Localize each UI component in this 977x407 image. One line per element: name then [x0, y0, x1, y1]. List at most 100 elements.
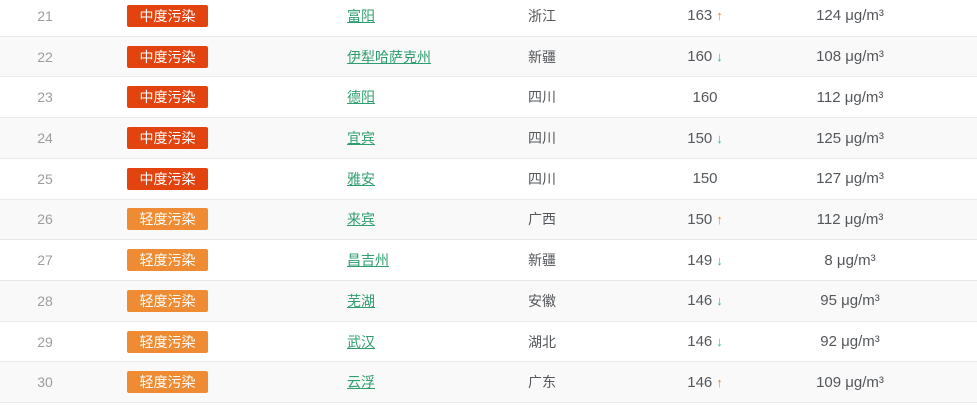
city-link[interactable]: 云浮 — [347, 374, 375, 391]
city-cell: 宜宾 — [245, 128, 470, 148]
province-value: 广东 — [528, 374, 556, 391]
pollution-level-cell: 中度污染 — [90, 45, 245, 68]
city-link[interactable]: 富阳 — [347, 7, 375, 24]
aqi-value: 160 — [692, 88, 718, 106]
pollution-level-cell: 轻度污染 — [90, 371, 245, 394]
city-cell: 德阳 — [245, 87, 470, 107]
pollution-level-badge: 中度污染 — [127, 4, 208, 27]
rank-value: 30 — [37, 374, 53, 391]
concentration-value: 109 μg/m³ — [816, 373, 884, 391]
city-cell: 芜湖 — [245, 291, 470, 311]
trend-down-icon: ↓ — [716, 252, 723, 268]
province-value: 安徽 — [528, 292, 556, 309]
aqi-cell: 149 ↓ — [640, 252, 770, 269]
province-value: 新疆 — [528, 252, 556, 269]
pollution-level-badge: 中度污染 — [127, 167, 208, 190]
concentration-value: 124 μg/m³ — [816, 7, 884, 25]
aqi-cell: 146 ↓ — [640, 333, 770, 350]
pollution-level-badge: 中度污染 — [127, 127, 208, 150]
table-row: 23 中度污染 德阳 四川 160 112 μg/m³ — [0, 77, 977, 119]
city-cell: 伊犁哈萨克州 — [245, 47, 470, 67]
pollution-level-cell: 中度污染 — [90, 86, 245, 109]
rank-value: 26 — [37, 211, 53, 228]
pollution-level-cell: 中度污染 — [90, 127, 245, 150]
city-link[interactable]: 伊犁哈萨克州 — [347, 48, 431, 65]
city-link[interactable]: 芜湖 — [347, 292, 375, 309]
city-link[interactable]: 武汉 — [347, 333, 375, 350]
rank-value: 29 — [37, 333, 53, 350]
city-cell: 雅安 — [245, 169, 470, 189]
province-value: 四川 — [528, 170, 556, 187]
concentration-value: 95 μg/m³ — [820, 292, 880, 310]
rank-value: 28 — [37, 292, 53, 309]
trend-down-icon: ↓ — [716, 49, 723, 65]
aqi-cell: 150 — [640, 170, 770, 187]
city-cell: 武汉 — [245, 332, 470, 352]
table-row: 29 轻度污染 武汉 湖北 146 ↓ 92 μg/m³ — [0, 321, 977, 363]
concentration-value: 125 μg/m³ — [816, 129, 884, 147]
pollution-level-badge: 轻度污染 — [127, 289, 208, 312]
table-row: 21 中度污染 富阳 浙江 163 ↑ 124 μg/m³ — [0, 0, 977, 37]
rank-value: 21 — [37, 7, 53, 24]
city-link[interactable]: 德阳 — [347, 89, 375, 106]
pollution-level-badge: 轻度污染 — [127, 371, 208, 394]
trend-up-icon: ↑ — [716, 374, 723, 390]
city-link[interactable]: 宜宾 — [347, 130, 375, 147]
province-value: 新疆 — [528, 48, 556, 65]
aqi-value: 150 — [687, 129, 713, 147]
aqi-value: 163 — [687, 7, 713, 25]
aqi-cell: 146 ↑ — [640, 374, 770, 391]
province-value: 四川 — [528, 130, 556, 147]
table-row: 25 中度污染 雅安 四川 150 127 μg/m³ — [0, 158, 977, 200]
rank-value: 23 — [37, 89, 53, 106]
table-row: 28 轻度污染 芜湖 安徽 146 ↓ 95 μg/m³ — [0, 281, 977, 322]
pollution-level-cell: 轻度污染 — [90, 249, 245, 272]
province-value: 浙江 — [528, 7, 556, 24]
aqi-value: 146 — [687, 373, 713, 391]
city-link[interactable]: 雅安 — [347, 170, 375, 187]
pollution-level-cell: 轻度污染 — [90, 330, 245, 353]
concentration-value: 92 μg/m³ — [820, 333, 880, 351]
city-link[interactable]: 来宾 — [347, 211, 375, 228]
city-cell: 云浮 — [245, 372, 470, 392]
city-cell: 来宾 — [245, 209, 470, 229]
province-value: 湖北 — [528, 333, 556, 350]
concentration-value: 127 μg/m³ — [816, 170, 884, 188]
rank-value: 22 — [37, 48, 53, 65]
trend-up-icon: ↑ — [716, 211, 723, 227]
aqi-cell: 150 ↑ — [640, 211, 770, 228]
trend-down-icon: ↓ — [716, 293, 723, 309]
table-row: 26 轻度污染 来宾 广西 150 ↑ 112 μg/m³ — [0, 199, 977, 241]
pollution-level-cell: 中度污染 — [90, 167, 245, 190]
concentration-value: 112 μg/m³ — [816, 210, 884, 228]
pollution-level-badge: 中度污染 — [127, 86, 208, 109]
table-row: 24 中度污染 宜宾 四川 150 ↓ 125 μg/m³ — [0, 118, 977, 159]
aqi-value: 146 — [687, 333, 713, 351]
aqi-cell: 163 ↑ — [640, 7, 770, 24]
city-cell: 昌吉州 — [245, 250, 470, 270]
trend-down-icon: ↓ — [716, 334, 723, 350]
pollution-level-cell: 轻度污染 — [90, 208, 245, 231]
table-row: 27 轻度污染 昌吉州 新疆 149 ↓ 8 μg/m³ — [0, 240, 977, 282]
pollution-level-cell: 中度污染 — [90, 4, 245, 27]
pollution-level-cell: 轻度污染 — [90, 289, 245, 312]
province-value: 四川 — [528, 89, 556, 106]
aqi-value: 146 — [687, 292, 713, 310]
city-link[interactable]: 昌吉州 — [347, 252, 389, 269]
aqi-value: 150 — [692, 170, 718, 188]
rank-value: 24 — [37, 130, 53, 147]
pollution-level-badge: 中度污染 — [127, 45, 208, 68]
pollution-level-badge: 轻度污染 — [127, 249, 208, 272]
aqi-cell: 150 ↓ — [640, 130, 770, 147]
province-value: 广西 — [528, 211, 556, 228]
trend-up-icon: ↑ — [716, 8, 723, 24]
table-row: 30 轻度污染 云浮 广东 146 ↑ 109 μg/m³ — [0, 362, 977, 404]
aqi-cell: 160 ↓ — [640, 48, 770, 65]
table-row: 22 中度污染 伊犁哈萨克州 新疆 160 ↓ 108 μg/m³ — [0, 36, 977, 78]
aqi-value: 150 — [687, 210, 713, 228]
aqi-cell: 160 — [640, 89, 770, 106]
aqi-cell: 146 ↓ — [640, 292, 770, 309]
pollution-level-badge: 轻度污染 — [127, 330, 208, 353]
